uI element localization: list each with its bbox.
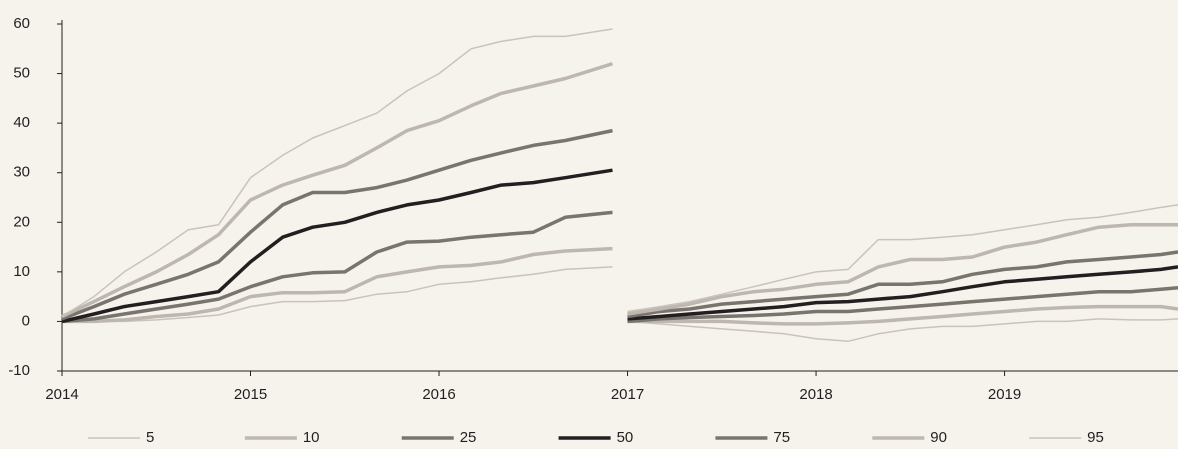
x-tick-label: 2019 xyxy=(988,386,1021,403)
y-tick-label: 60 xyxy=(13,15,30,32)
legend-label: 90 xyxy=(930,429,947,446)
line xyxy=(61,62,1178,319)
y-tick-label: -10 xyxy=(8,362,30,379)
x-tick-label: 2015 xyxy=(234,386,267,403)
x-tick-label: 2016 xyxy=(422,386,455,403)
x-tick-label: 2017 xyxy=(611,386,644,403)
legend-label: 25 xyxy=(460,429,477,446)
line xyxy=(62,266,1178,343)
line xyxy=(61,28,1178,318)
y-tick-label: 50 xyxy=(13,65,30,82)
legend-label: 75 xyxy=(773,429,790,446)
legend-label: 10 xyxy=(303,429,320,446)
y-tick-label: 20 xyxy=(13,213,30,230)
x-tick-label: 2018 xyxy=(799,386,832,403)
x-tick-label: 2014 xyxy=(45,386,78,403)
legend-label: 5 xyxy=(146,429,154,446)
legend-label: 95 xyxy=(1087,429,1104,446)
legend-label: 50 xyxy=(617,429,634,446)
line xyxy=(61,168,1178,324)
line xyxy=(61,128,1178,321)
y-tick-label: 10 xyxy=(13,263,30,280)
y-tick-label: 40 xyxy=(13,114,30,131)
y-tick-label: 0 xyxy=(22,312,30,329)
line xyxy=(61,210,1178,324)
line xyxy=(62,246,1178,326)
y-tick-label: 30 xyxy=(13,164,30,181)
